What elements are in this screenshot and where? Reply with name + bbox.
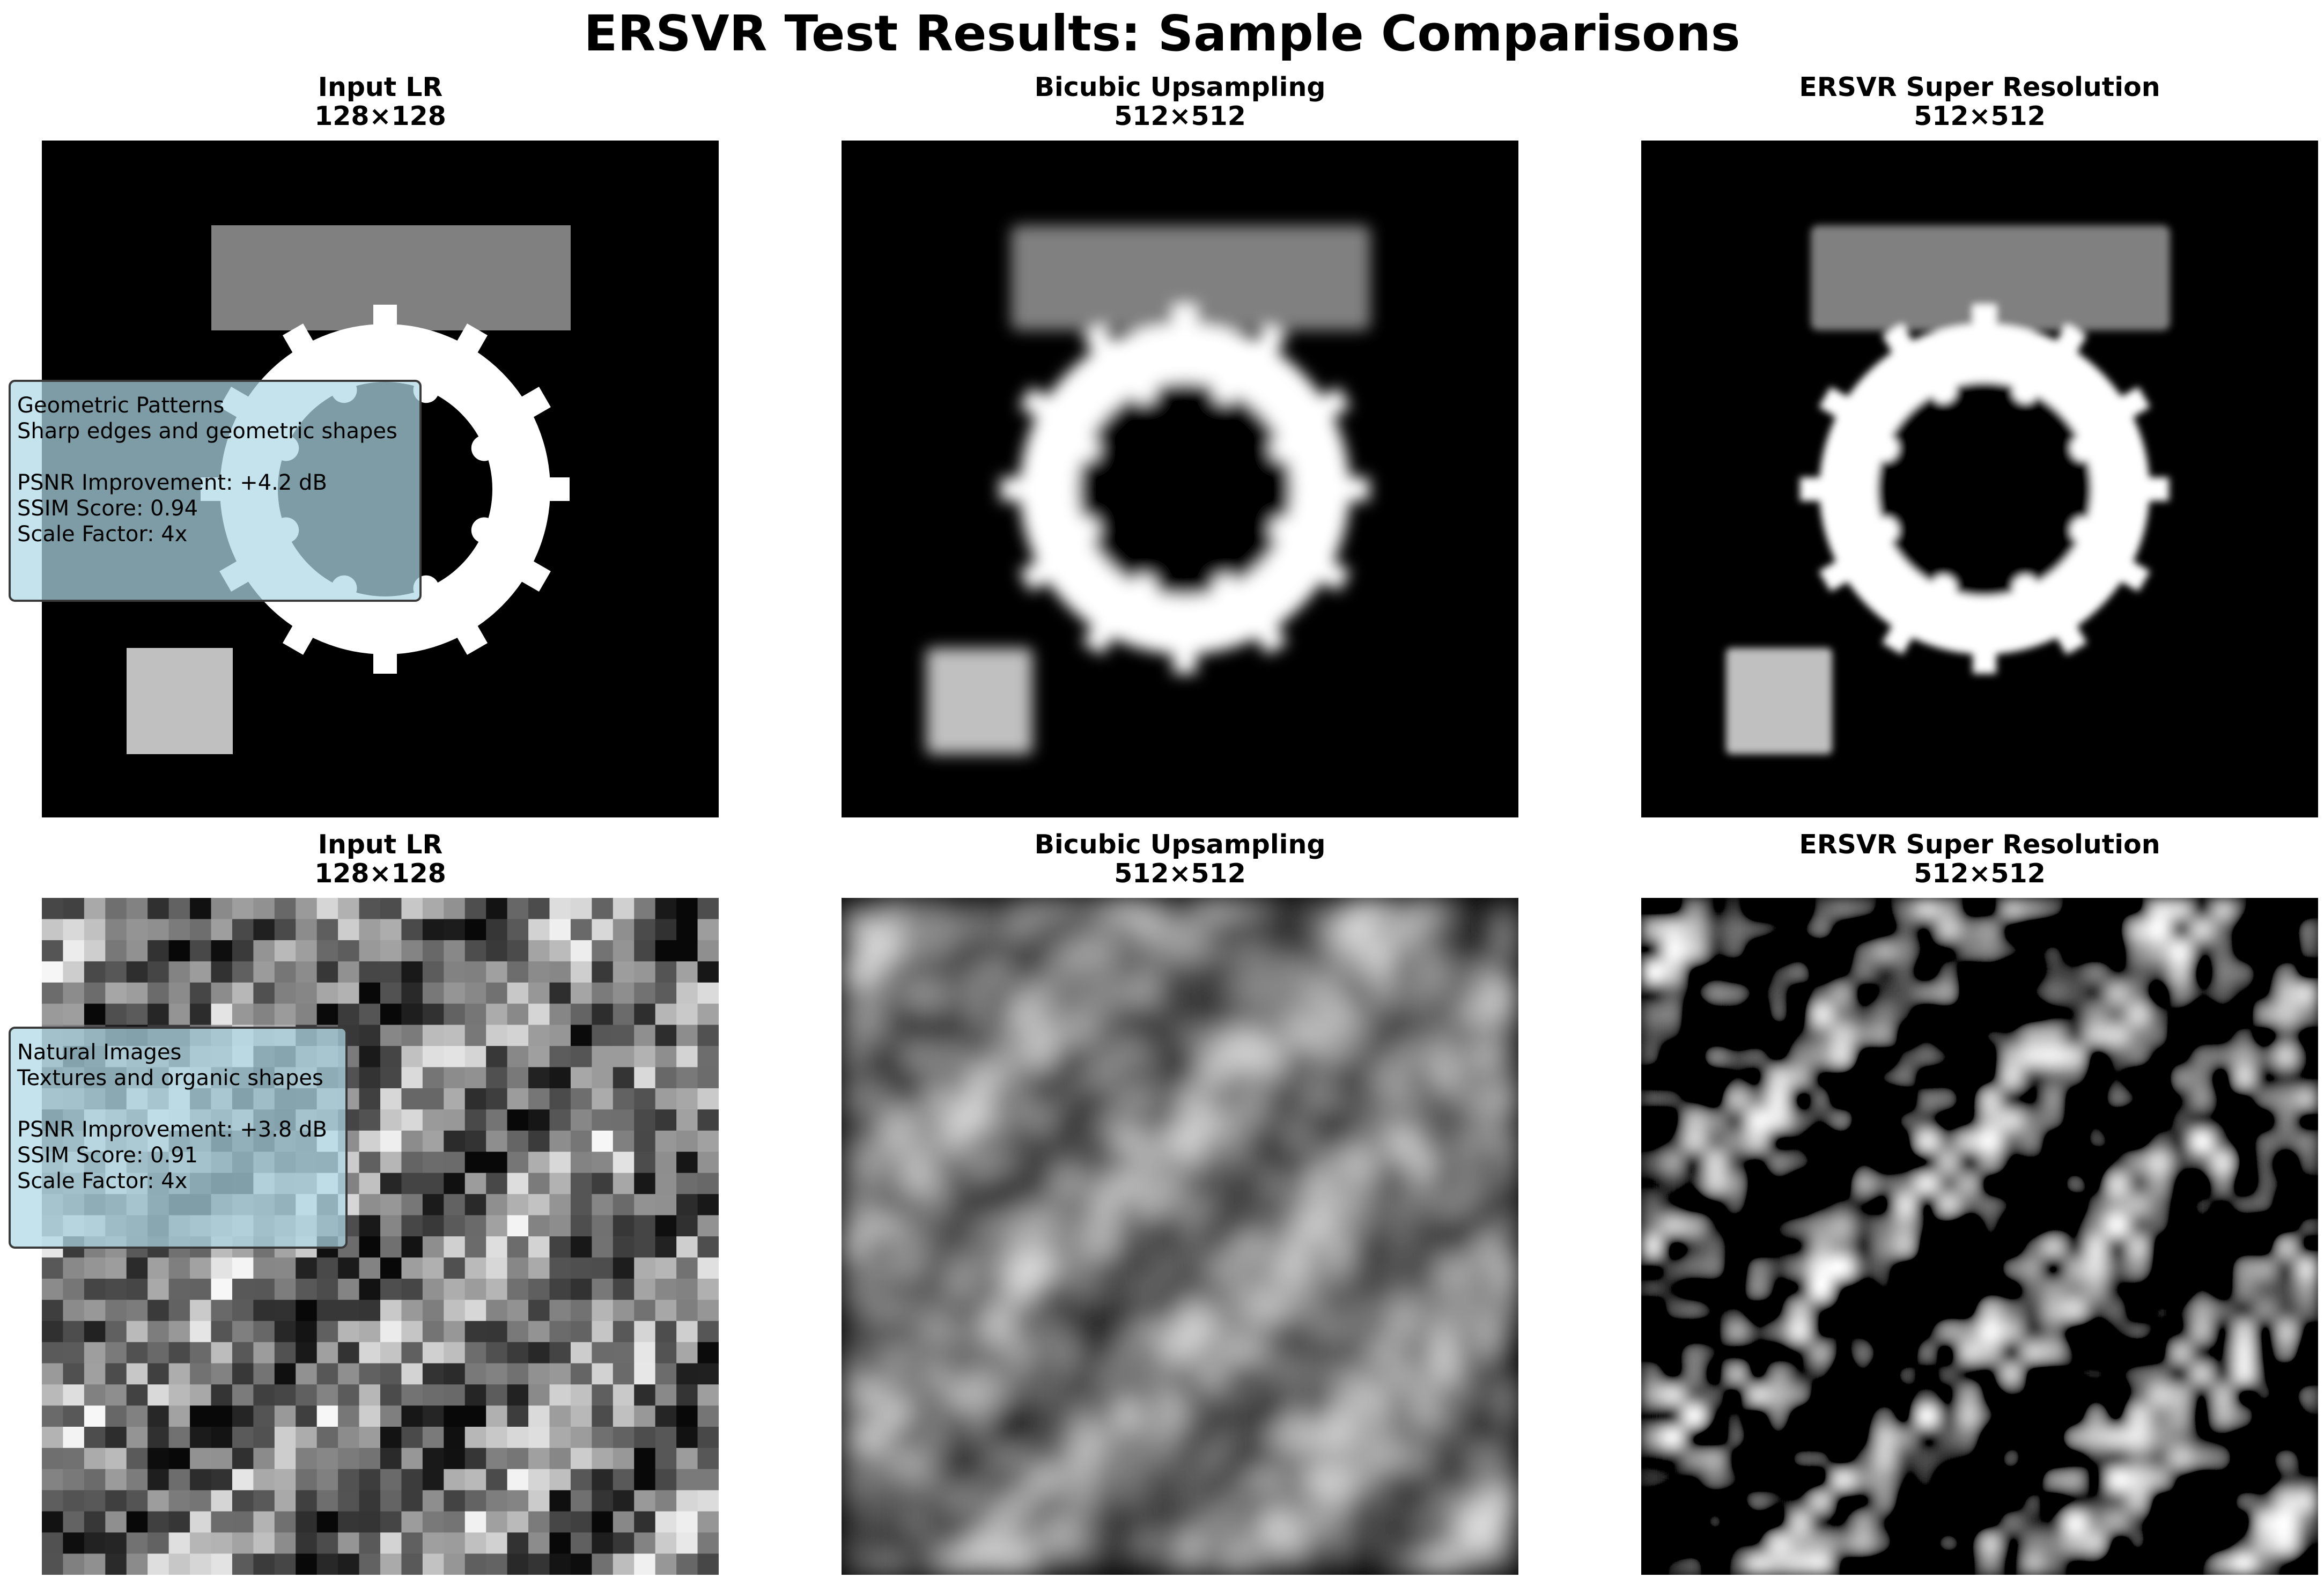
panel-title-name: Input LR xyxy=(318,72,443,102)
info-scale: Scale Factor: 4x xyxy=(17,1169,188,1193)
info-description: Sharp edges and geometric shapes xyxy=(17,419,397,444)
panel-title-input-lr-row2: Input LR 128×128 xyxy=(42,830,719,888)
info-box-geometric: Geometric Patterns Sharp edges and geome… xyxy=(9,380,422,602)
panel-title-size: 512×512 xyxy=(1114,101,1246,131)
info-category: Natural Images xyxy=(17,1040,182,1065)
info-ssim: SSIM Score: 0.94 xyxy=(17,496,198,521)
info-psnr: PSNR Improvement: +4.2 dB xyxy=(17,470,327,495)
panel-title-name: ERSVR Super Resolution xyxy=(1799,72,2160,102)
panel-title-bicubic-row2: Bicubic Upsampling 512×512 xyxy=(842,830,1518,888)
image-geometric-bicubic xyxy=(842,141,1518,817)
panel-title-ersvr-row1: ERSVR Super Resolution 512×512 xyxy=(1641,73,2318,131)
figure-title: ERSVR Test Results: Sample Comparisons xyxy=(584,5,1740,62)
panel-title-size: 128×128 xyxy=(314,858,446,889)
info-description: Textures and organic shapes xyxy=(17,1066,323,1090)
image-natural-bicubic xyxy=(842,898,1518,1575)
panel-title-name: Bicubic Upsampling xyxy=(1034,72,1326,102)
panel-title-name: ERSVR Super Resolution xyxy=(1799,829,2160,860)
panel-title-size: 128×128 xyxy=(314,101,446,131)
info-box-natural: Natural Images Textures and organic shap… xyxy=(9,1027,348,1249)
info-category: Geometric Patterns xyxy=(17,393,225,418)
image-geometric-ersvr xyxy=(1641,141,2318,817)
info-psnr: PSNR Improvement: +3.8 dB xyxy=(17,1117,327,1142)
info-ssim: SSIM Score: 0.91 xyxy=(17,1143,198,1168)
panel-title-size: 512×512 xyxy=(1914,858,2046,889)
panel-title-ersvr-row2: ERSVR Super Resolution 512×512 xyxy=(1641,830,2318,888)
panel-title-size: 512×512 xyxy=(1114,858,1246,889)
image-natural-ersvr xyxy=(1641,898,2318,1575)
panel-title-input-lr-row1: Input LR 128×128 xyxy=(42,73,719,131)
info-scale: Scale Factor: 4x xyxy=(17,522,188,547)
panel-title-name: Input LR xyxy=(318,829,443,860)
panel-title-size: 512×512 xyxy=(1914,101,2046,131)
panel-title-name: Bicubic Upsampling xyxy=(1034,829,1326,860)
panel-title-bicubic-row1: Bicubic Upsampling 512×512 xyxy=(842,73,1518,131)
